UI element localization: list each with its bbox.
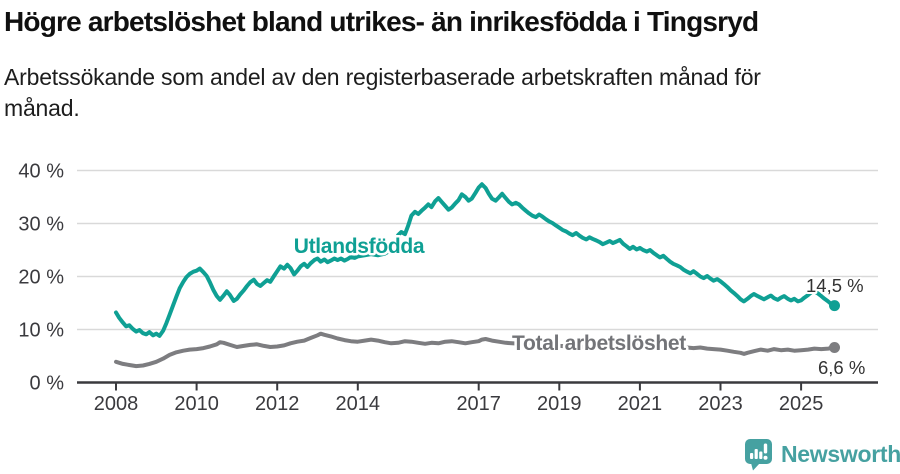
brand-name: Newsworthy [781,441,900,467]
bar-chart-speech-bubble-icon [745,439,772,471]
series-lines [114,182,840,369]
end-dot-utlandsfodda [829,300,840,312]
chart-subtitle-line2: månad. [4,95,80,121]
x-tick-label: 2010 [174,393,219,415]
y-axis-labels: 0 % 10 % 20 % 30 % 40 % [18,161,64,395]
chart-title: Högre arbetslöshet bland utrikes- än inr… [4,6,759,37]
footer-branding: Newsworthy [744,438,900,471]
x-tick-label: 2021 [618,393,663,415]
series-label-total-arbetsloshet: Total arbetslöshet [512,332,686,355]
end-dot-total-arbetsloshet [829,342,840,353]
x-tick-label: 2019 [537,393,582,415]
end-value-label-utlandsfodda: 14,5 % [806,275,864,296]
x-tick-label: 2014 [336,393,381,415]
y-tick-label: 20 % [18,267,64,289]
x-tick-label: 2012 [255,393,300,415]
x-tick-label: 2023 [698,393,743,415]
y-tick-label: 10 % [18,320,64,342]
x-axis-labels: 2008 2010 2012 2014 2017 2019 2021 2023 2025 [94,393,824,415]
gridlines [77,169,878,331]
series-label-utlandsfodda: Utlandsfödda [294,235,425,258]
series-line-utlandsfodda [114,182,837,338]
y-tick-label: 0 % [30,373,65,395]
series-line-total-arbetsloshet [114,331,837,369]
y-tick-label: 30 % [18,214,64,236]
x-tick-label: 2017 [456,393,501,415]
chart-subtitle: Arbetssökande som andel av den registerb… [4,62,864,124]
x-axis [77,381,878,391]
x-tick-label: 2025 [779,393,824,415]
y-tick-label: 40 % [18,161,64,183]
x-tick-label: 2008 [94,393,139,415]
chart-subtitle-line1: Arbetssökande som andel av den registerb… [4,64,761,90]
end-value-label-total-arbetsloshet: 6,6 % [818,357,865,378]
